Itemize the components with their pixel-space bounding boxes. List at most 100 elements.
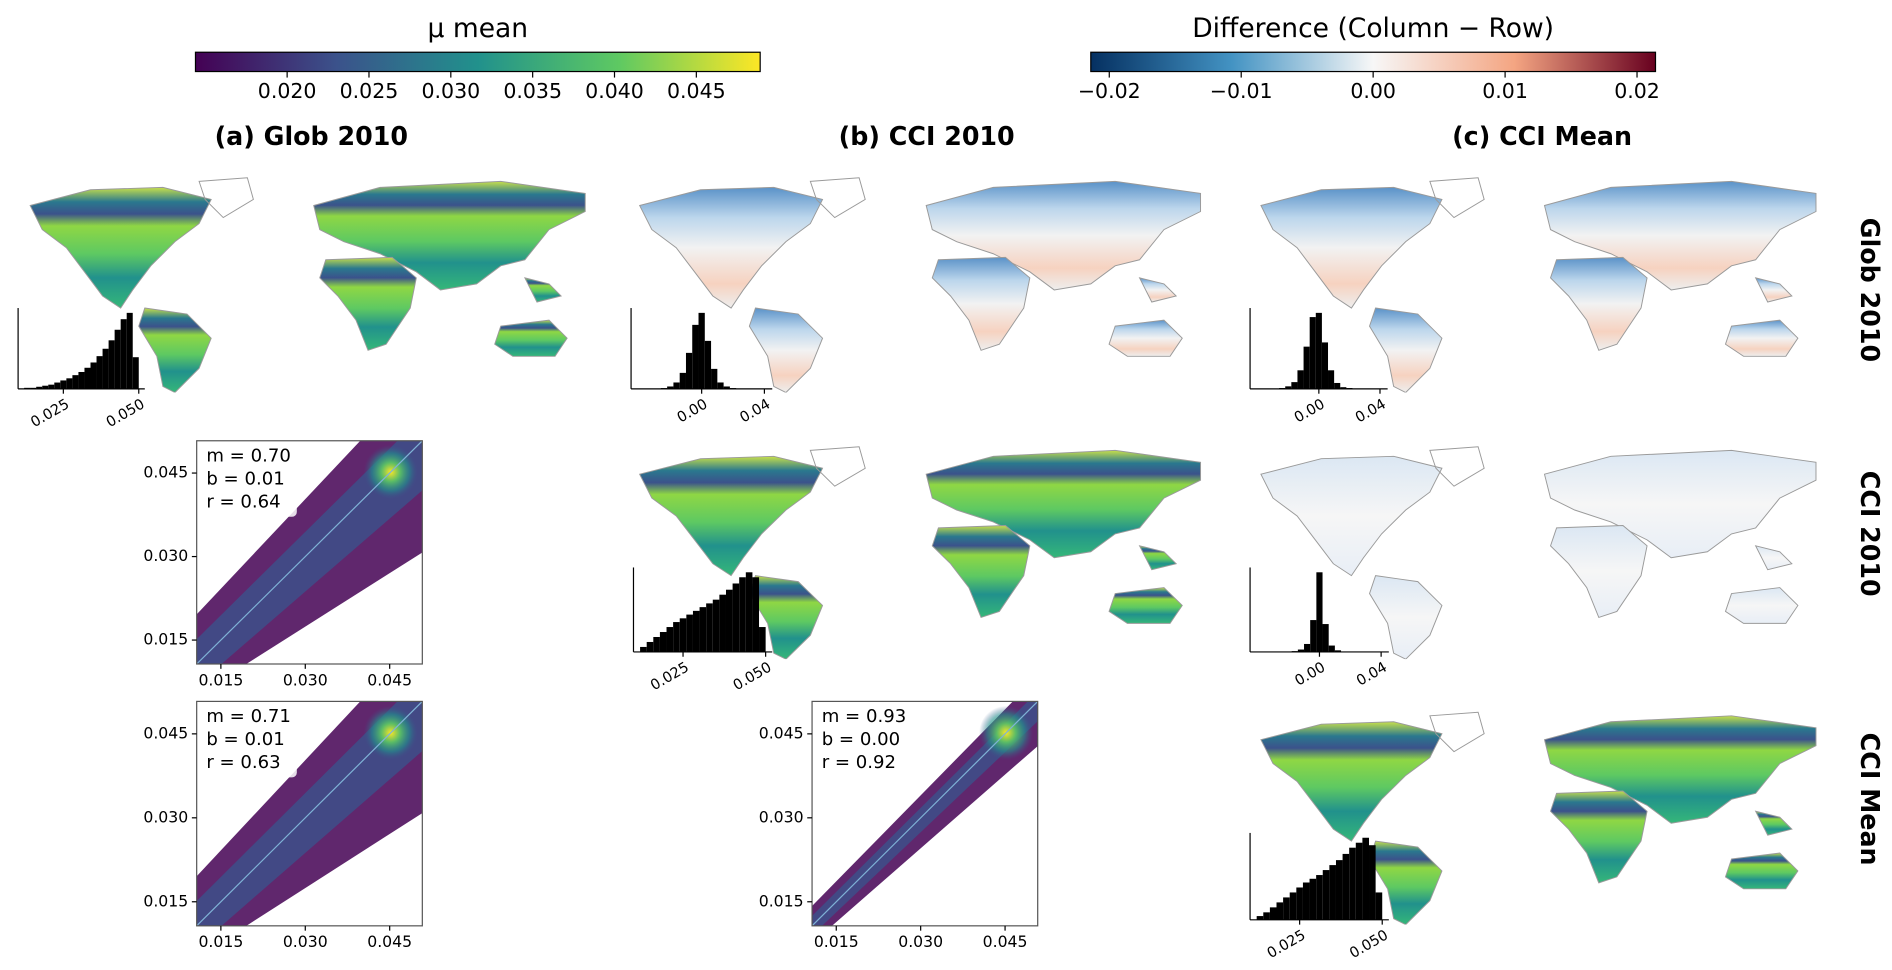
frame	[196, 440, 423, 665]
hist-bar	[54, 382, 61, 389]
row-title: Glob 2010	[1855, 218, 1885, 362]
hist-bar	[1342, 853, 1350, 920]
tick-label: 0.025	[28, 396, 72, 431]
hist-bar	[745, 572, 753, 652]
hist-bar	[1322, 624, 1329, 652]
hist-bar	[1340, 387, 1347, 389]
colorbar-tick-label: 0.01	[1482, 79, 1528, 103]
colorbar	[1090, 51, 1657, 73]
map	[1260, 446, 1817, 660]
hist-bar	[72, 375, 79, 389]
one-to-one-line	[812, 701, 1038, 926]
tick-label: 0.04	[1354, 659, 1390, 689]
hist-bar	[739, 577, 746, 652]
hist-bar	[126, 312, 133, 389]
hist-bar	[692, 610, 700, 652]
hist-bar	[1362, 837, 1370, 920]
colorbar-title: Difference (Column − Row)	[1192, 13, 1554, 44]
hist-bar	[673, 382, 680, 389]
hist-bar	[706, 603, 713, 652]
hist-bar	[752, 577, 760, 652]
hist-bar	[698, 312, 705, 389]
hist-bar	[1328, 645, 1335, 652]
hist-bar	[1322, 870, 1330, 920]
hist-bar	[1276, 902, 1284, 920]
hist-bar	[679, 372, 686, 389]
tick-label: 0.015	[198, 932, 243, 951]
hist-bar	[36, 386, 43, 389]
hist-bar	[711, 368, 718, 389]
annotation: r = 0.63	[206, 752, 280, 773]
column-title: (b) CCI 2010	[839, 121, 1015, 151]
frame	[196, 700, 423, 927]
hist-bar	[1303, 346, 1310, 389]
tick-label: 0.050	[104, 396, 148, 431]
hist-bar	[108, 340, 115, 389]
hist-bar	[1310, 620, 1317, 652]
hist-bar	[1334, 650, 1342, 652]
column-title: (a) Glob 2010	[215, 121, 408, 151]
tick-label: 0.015	[759, 891, 804, 910]
tick-label: 0.025	[648, 659, 692, 694]
hist-bar	[1285, 386, 1292, 389]
tick-label: 0.04	[1353, 396, 1389, 426]
hist-bar	[96, 356, 103, 389]
hist-bar	[120, 319, 127, 389]
tick-label: 0.045	[143, 463, 188, 482]
hist-bar	[699, 607, 707, 652]
hist-bar	[1329, 865, 1336, 920]
hist-bar	[102, 348, 109, 389]
tick-label: 0.030	[283, 670, 328, 689]
colorbar-tick-label: 0.040	[585, 79, 644, 103]
colorbar-tick-label: −0.01	[1210, 79, 1273, 103]
hist-bar	[725, 589, 733, 652]
annotation: m = 0.70	[206, 445, 291, 466]
hist-bar	[84, 367, 91, 389]
hist-bar	[114, 329, 121, 389]
hist-bar	[1316, 875, 1323, 920]
colorbar-tick-label: 0.045	[667, 79, 726, 103]
tick-label: 0.00	[1292, 396, 1328, 426]
hist-bar	[1296, 887, 1303, 920]
hist-bar	[717, 382, 724, 389]
hist-bar	[1349, 847, 1356, 920]
hist-bar	[1309, 317, 1316, 389]
tick-label: 0.045	[143, 723, 188, 742]
hist-bar	[712, 599, 720, 652]
annotation-box	[815, 705, 913, 778]
annotation-box	[200, 705, 297, 778]
hist-bar	[666, 627, 674, 652]
tick-label: 0.045	[367, 932, 412, 951]
hist-bar	[685, 352, 693, 389]
hist-bar	[679, 618, 687, 652]
tick-label: 0.030	[898, 932, 943, 951]
colorbar-tick-label: 0.020	[258, 79, 317, 103]
hist-bar	[1304, 643, 1311, 652]
hist-bar	[78, 371, 85, 389]
hist-bar	[60, 380, 67, 389]
hist-bar	[732, 583, 740, 652]
hist-bar	[1269, 907, 1277, 920]
hist-bar	[673, 622, 680, 652]
colorbar-tick-label: 0.00	[1350, 79, 1396, 103]
tick-label: 0.045	[983, 932, 1028, 951]
annotation: m = 0.71	[206, 706, 291, 727]
hist-bar	[1289, 892, 1297, 920]
tick-label: 0.030	[143, 807, 188, 826]
tick-label: 0.030	[759, 807, 804, 826]
annotation: b = 0.00	[822, 729, 900, 750]
frame	[811, 700, 1039, 927]
hist-bar	[1302, 882, 1310, 920]
hist-bar	[1315, 312, 1322, 389]
tick-label: 0.045	[367, 670, 412, 689]
tick-label: 0.050	[1347, 927, 1391, 962]
annotation: b = 0.01	[206, 729, 284, 750]
column-title: (c) CCI Mean	[1452, 121, 1632, 151]
one-to-one-line	[196, 701, 423, 926]
hist-bar	[1335, 860, 1343, 920]
hist-bar	[66, 378, 73, 389]
density-cloud	[812, 701, 1038, 926]
hist-bar	[719, 594, 726, 652]
hist-bar	[1309, 878, 1317, 920]
